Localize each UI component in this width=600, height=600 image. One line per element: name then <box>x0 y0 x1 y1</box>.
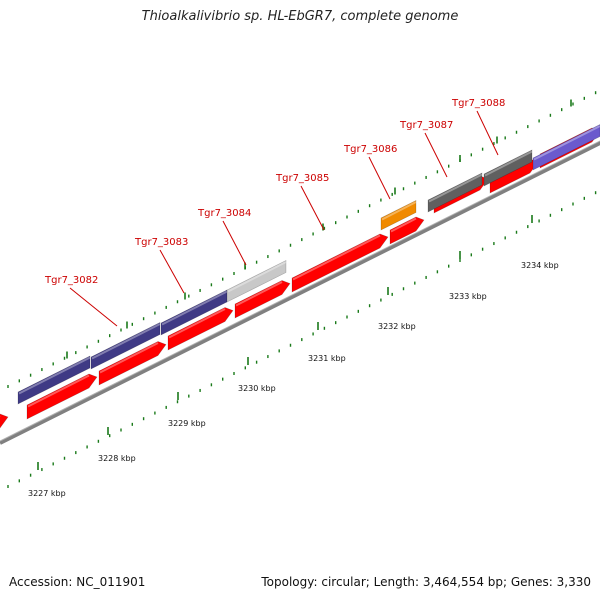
topology-text: Topology: circular; Length: 3,464,554 bp… <box>261 575 591 589</box>
backbone <box>0 140 600 445</box>
gene-block-3082 <box>17 355 91 405</box>
gene-block-next <box>532 124 600 171</box>
cds-arrow-shine <box>292 234 381 281</box>
gene-leader-line <box>300 185 325 231</box>
backbone-highlight <box>0 140 600 442</box>
gene-leader-line <box>424 132 448 178</box>
gene-block-3086 <box>380 200 417 231</box>
scale-label: 3232 kbp <box>378 322 416 331</box>
cds-arrow-shine <box>235 281 283 307</box>
gene-leader-line <box>222 220 247 266</box>
scale-label: 3230 kbp <box>238 384 276 393</box>
gene-label: Tgr7_3086 <box>343 144 397 155</box>
cds-arrow <box>98 341 167 386</box>
backbone-line <box>0 140 600 445</box>
gene-label: Tgr7_3082 <box>44 275 98 286</box>
scale-label: 3227 kbp <box>28 489 66 498</box>
cds-arrow-shine <box>390 217 417 233</box>
gene-leader-line <box>69 287 118 327</box>
gene-leader-line <box>476 110 499 156</box>
cds-arrow <box>389 216 425 245</box>
gene-label: Tgr7_3085 <box>275 173 329 184</box>
scale-label: 3234 kbp <box>521 261 559 270</box>
accession-text: Accession: NC_011901 <box>9 575 146 589</box>
cds-arrow <box>291 233 389 293</box>
gene-label: Tgr7_3088 <box>451 98 505 109</box>
gene-block-3084-shine <box>227 261 287 293</box>
gene-block-3087 <box>427 172 483 213</box>
cds-arrow <box>0 413 9 429</box>
gene-block-next-shine <box>533 125 600 161</box>
scale-label: 3228 kbp <box>98 454 136 463</box>
cds-arrow <box>234 280 291 319</box>
label-layer: 3227 kbp 3228 kbp 3229 kbp 3230 kbp 3231 kbp… <box>28 98 559 498</box>
cds-arrow <box>167 307 234 351</box>
gene-block-3084 <box>226 260 287 303</box>
gene-block-3083 <box>90 322 161 370</box>
cds-arrow-shine <box>99 342 159 374</box>
gene-block-3082-shine <box>18 356 91 395</box>
gene-leader-line <box>159 249 185 294</box>
cds-arrow-shine <box>27 374 90 408</box>
gene-label: Tgr7_3083 <box>134 237 188 248</box>
gene-leader-line <box>368 156 391 200</box>
scale-label: 3229 kbp <box>168 419 206 428</box>
gene-block-3086-shine <box>381 201 417 221</box>
gene-block-3088 <box>483 149 533 187</box>
gene-label: Tgr7_3087 <box>399 120 453 131</box>
gene-block-3088-shine <box>484 150 533 177</box>
cds-arrow-shine <box>168 308 226 339</box>
gene-label: Tgr7_3084 <box>197 208 251 219</box>
genome-title: Thioalkalivibrio sp. HL-EbGR7, complete … <box>141 9 459 24</box>
feature-track <box>0 124 600 429</box>
gene-block-3087-shine <box>428 173 483 203</box>
cds-arrow <box>26 373 98 420</box>
scale-label: 3233 kbp <box>449 292 487 301</box>
scale-label: 3231 kbp <box>308 354 346 363</box>
gene-block-3083-shine <box>91 323 161 360</box>
gene-block-3084a-shine <box>161 290 228 326</box>
